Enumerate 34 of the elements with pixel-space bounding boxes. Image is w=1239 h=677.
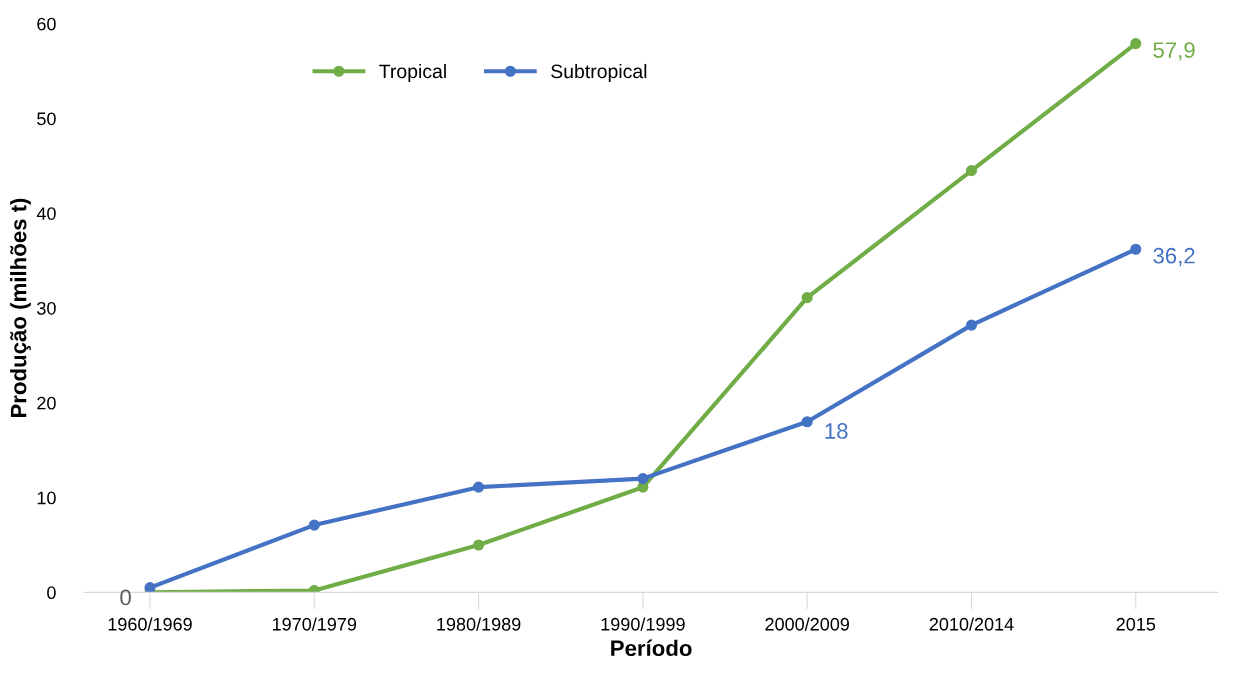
data-label: 18 [825, 423, 848, 439]
point [473, 539, 485, 551]
x-tick-label: 1990/1999 [601, 617, 685, 631]
point [308, 519, 320, 531]
y-tick-label: 0 [47, 586, 56, 600]
y-tick-label: 30 [37, 301, 56, 315]
x-tick-label: 1980/1989 [437, 617, 521, 631]
x-tick-label: 2010/2014 [929, 617, 1014, 631]
point [1130, 38, 1142, 50]
point [965, 319, 978, 331]
point [308, 584, 320, 593]
data-label: 36,2 [1153, 247, 1195, 267]
y-tick-label: 10 [37, 491, 56, 505]
point [637, 473, 649, 485]
legend-label: Tropical [379, 63, 446, 83]
x-tick-label: 1960/1969 [108, 617, 192, 631]
point [1130, 243, 1142, 255]
point [965, 165, 978, 177]
x-tick-label: 2000/2009 [765, 617, 849, 631]
point [801, 292, 813, 304]
x-tick-label: 1970/1979 [272, 617, 357, 631]
x-tick-label: 2015 [1116, 617, 1156, 631]
point [144, 582, 156, 593]
data-label: 57,9 [1153, 42, 1195, 61]
x-axis-title: Período [611, 639, 692, 657]
y-tick-label: 60 [37, 17, 56, 31]
y-tick-label: 50 [37, 112, 56, 126]
point [801, 416, 813, 428]
data-label: 0 [120, 589, 131, 606]
legend-label: Subtropical [551, 63, 647, 83]
y-axis-title: Produção (milhões t) [10, 198, 31, 418]
y-tick-label: 20 [37, 396, 56, 410]
point [473, 481, 485, 493]
y-tick-label: 40 [36, 207, 56, 220]
